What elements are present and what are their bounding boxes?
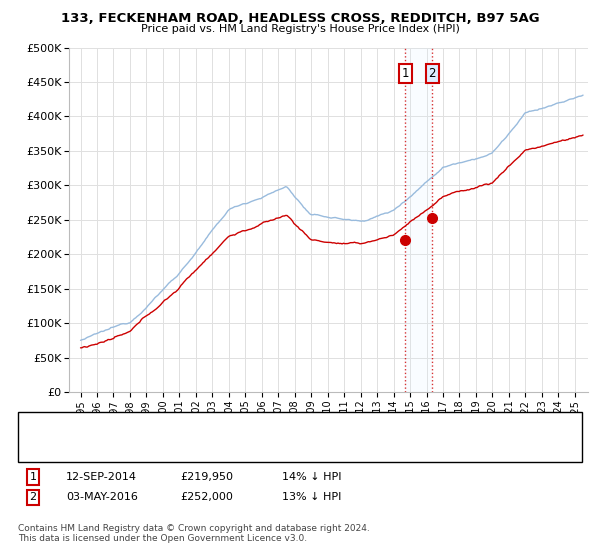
Text: 12-SEP-2014: 12-SEP-2014 xyxy=(66,472,137,482)
Text: ─────: ───── xyxy=(33,413,71,427)
Text: 03-MAY-2016: 03-MAY-2016 xyxy=(66,492,138,502)
Text: Price paid vs. HM Land Registry's House Price Index (HPI): Price paid vs. HM Land Registry's House … xyxy=(140,24,460,34)
Text: 1: 1 xyxy=(401,67,409,80)
Text: 13% ↓ HPI: 13% ↓ HPI xyxy=(282,492,341,502)
Text: 1: 1 xyxy=(29,472,37,482)
Text: 2: 2 xyxy=(428,67,436,80)
Text: 133, FECKENHAM ROAD, HEADLESS CROSS, REDDITCH, B97 5AG: 133, FECKENHAM ROAD, HEADLESS CROSS, RED… xyxy=(61,12,539,25)
Text: 14% ↓ HPI: 14% ↓ HPI xyxy=(282,472,341,482)
Text: £252,000: £252,000 xyxy=(180,492,233,502)
Text: £219,950: £219,950 xyxy=(180,472,233,482)
Text: Contains HM Land Registry data © Crown copyright and database right 2024.
This d: Contains HM Land Registry data © Crown c… xyxy=(18,524,370,543)
Text: ─────: ───── xyxy=(33,436,71,449)
Text: 133, FECKENHAM ROAD, HEADLESS CROSS, REDDITCH, B97 5AG (detached house): 133, FECKENHAM ROAD, HEADLESS CROSS, RED… xyxy=(75,415,507,425)
Bar xyxy=(405,48,432,392)
Text: HPI: Average price, detached house, Redditch: HPI: Average price, detached house, Redd… xyxy=(75,437,314,447)
Text: 2: 2 xyxy=(29,492,37,502)
